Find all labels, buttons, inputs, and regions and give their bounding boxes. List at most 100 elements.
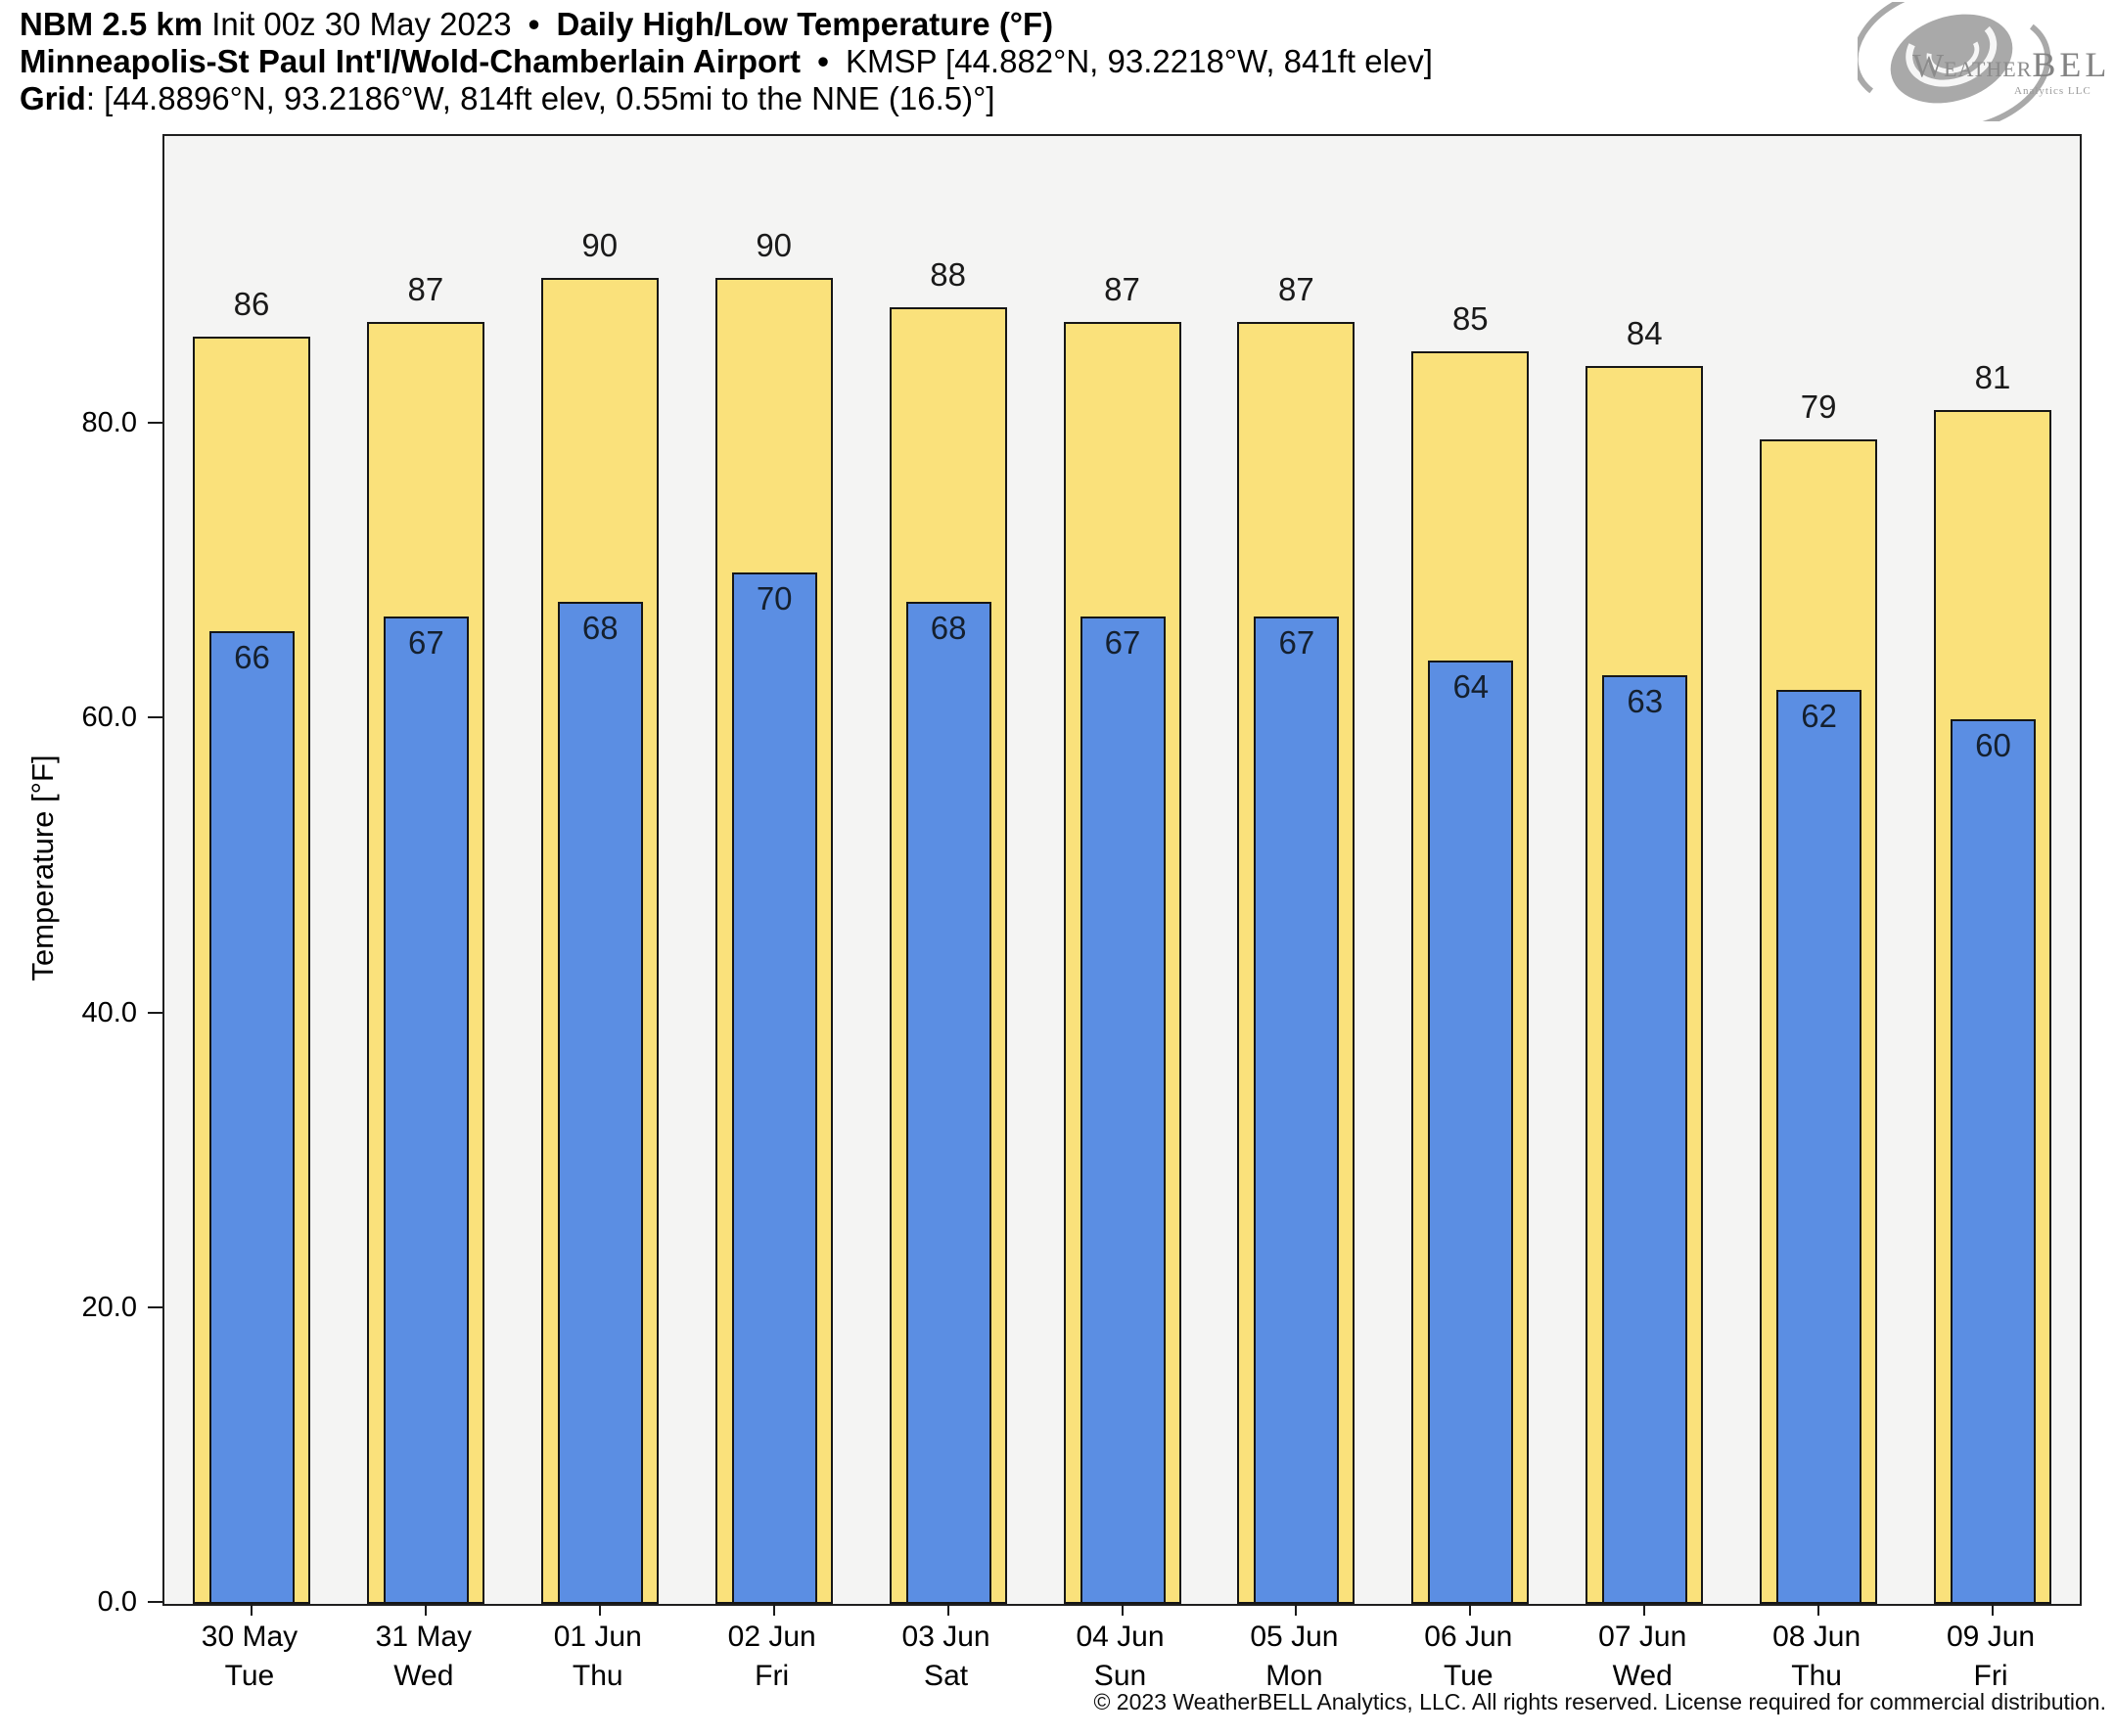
x-label-date: 31 May	[375, 1621, 473, 1653]
x-axis-label: 01 Jun Thu	[554, 1618, 642, 1696]
low-value-label: 66	[234, 639, 270, 676]
x-label-weekday: Thu	[572, 1660, 623, 1692]
x-tick	[1121, 1604, 1124, 1616]
x-label-weekday: Wed	[1612, 1660, 1673, 1692]
x-tick	[772, 1604, 775, 1616]
weatherbell-logo: WEATHERBELL Analytics LLC	[1858, 2, 2110, 121]
x-label-date: 09 Jun	[1946, 1621, 2036, 1653]
x-label-date: 08 Jun	[1772, 1621, 1861, 1653]
low-value-label: 64	[1452, 668, 1490, 706]
x-label-weekday: Fri	[755, 1660, 790, 1692]
low-bar: 62	[1776, 690, 1862, 1604]
high-value-label: 85	[1451, 299, 1489, 337]
low-value-label: 63	[1627, 683, 1664, 720]
low-bar: 66	[208, 631, 295, 1604]
x-axis-label: 02 Jun Fri	[728, 1618, 816, 1696]
high-value-label: 84	[1626, 314, 1663, 351]
title-line-3: Grid: [44.8896°N, 93.2186°W, 814ft elev,…	[20, 80, 1433, 117]
low-value-label: 67	[1278, 623, 1315, 661]
logo-subtext: Analytics LLC	[2014, 85, 2091, 97]
title-line-1: NBM 2.5 km Init 00z 30 May 2023 • Daily …	[20, 6, 1433, 43]
low-value-label: 70	[756, 579, 793, 617]
footer-copyright: © 2023 WeatherBELL Analytics, LLC. All r…	[1093, 1689, 2106, 1714]
x-label-date: 01 Jun	[553, 1621, 642, 1653]
x-axis-label: 05 Jun Mon	[1250, 1618, 1338, 1696]
x-tick	[1643, 1604, 1646, 1616]
bullet-separator-2: •	[817, 43, 829, 79]
x-label-weekday: Sun	[1093, 1660, 1147, 1692]
station-name: Minneapolis-St Paul Int'l/Wold-Chamberla…	[20, 43, 802, 79]
x-tick	[1992, 1604, 1995, 1616]
x-label-weekday: Tue	[224, 1660, 275, 1692]
low-bar: 67	[1080, 616, 1166, 1604]
x-label-date: 04 Jun	[1076, 1621, 1165, 1653]
x-label-weekday: Sat	[924, 1660, 969, 1692]
x-label-date: 03 Jun	[901, 1621, 990, 1653]
low-value-label: 67	[408, 623, 444, 661]
high-value-label: 90	[756, 226, 793, 263]
x-axis-label: 06 Jun Tue	[1424, 1618, 1512, 1696]
header: NBM 2.5 km Init 00z 30 May 2023 • Daily …	[20, 6, 1433, 117]
low-value-label: 60	[1975, 727, 2011, 764]
x-axis-label: 03 Jun Sat	[902, 1618, 990, 1696]
y-axis-title: Temperature [°F]	[25, 754, 60, 982]
product-name: Daily High/Low Temperature (°F)	[556, 6, 1054, 42]
low-bar: 67	[1254, 616, 1340, 1604]
high-value-label: 81	[1974, 359, 2011, 396]
model-name: NBM 2.5 km	[20, 6, 204, 42]
x-label-date: 05 Jun	[1250, 1621, 1339, 1653]
x-label-weekday: Tue	[1444, 1660, 1494, 1692]
y-tick-label: 80.0	[81, 407, 137, 439]
x-label-weekday: Mon	[1265, 1660, 1323, 1692]
y-tick	[148, 422, 162, 425]
logo-text: WEATHERBELL	[1912, 45, 2110, 84]
x-tick	[1469, 1604, 1472, 1616]
x-tick	[946, 1604, 949, 1616]
x-axis-label: 04 Jun Sun	[1076, 1618, 1164, 1696]
y-tick	[148, 716, 162, 719]
low-bar: 63	[1602, 675, 1688, 1604]
x-label-weekday: Wed	[393, 1660, 454, 1692]
high-value-label: 87	[407, 270, 444, 307]
low-value-label: 68	[581, 609, 619, 646]
y-tick	[148, 1305, 162, 1308]
x-axis-label: 30 May Tue	[202, 1618, 298, 1696]
x-tick	[1817, 1604, 1820, 1616]
x-label-date: 02 Jun	[727, 1621, 816, 1653]
x-label-date: 06 Jun	[1424, 1621, 1513, 1653]
y-tick-label: 60.0	[81, 702, 137, 734]
low-value-label: 67	[1104, 623, 1141, 661]
title-line-2: Minneapolis-St Paul Int'l/Wold-Chamberla…	[20, 43, 1433, 80]
low-value-label: 68	[930, 609, 967, 646]
high-value-label: 87	[1104, 270, 1140, 307]
low-bar: 70	[731, 571, 817, 1604]
bullet-separator: •	[528, 6, 540, 42]
x-label-weekday: Thu	[1791, 1660, 1842, 1692]
low-bar: 64	[1428, 661, 1514, 1604]
x-axis-label: 09 Jun Fri	[1947, 1618, 2035, 1696]
x-label-date: 30 May	[201, 1621, 299, 1653]
x-tick	[598, 1604, 601, 1616]
y-tick-label: 40.0	[81, 996, 137, 1028]
x-axis-label: 31 May Wed	[376, 1618, 472, 1696]
init-time: Init 00z 30 May 2023	[211, 6, 512, 42]
x-tick	[1295, 1604, 1298, 1616]
high-value-label: 88	[930, 255, 966, 293]
x-axis-label: 07 Jun Wed	[1598, 1618, 1686, 1696]
x-axis-label: 08 Jun Thu	[1772, 1618, 1861, 1696]
x-axis-labels: 30 May Tue 31 May Wed 01 Jun Thu 02 Jun Fri 03 J…	[162, 1618, 2078, 1706]
grid-value: : [44.8896°N, 93.2186°W, 814ft elev, 0.5…	[85, 80, 995, 116]
station-meta: KMSP [44.882°N, 93.2218°W, 841ft elev]	[845, 43, 1433, 79]
low-bar: 68	[905, 601, 991, 1604]
y-tick	[148, 1601, 162, 1603]
low-bar: 68	[557, 601, 643, 1604]
y-tick-label: 20.0	[81, 1291, 137, 1323]
low-bar: 60	[1951, 719, 2037, 1604]
low-bar: 67	[383, 616, 469, 1604]
y-tick	[148, 1011, 162, 1014]
hurricane-swirl-icon	[1858, 2, 2051, 121]
high-value-label: 79	[1800, 388, 1837, 426]
high-value-label: 86	[233, 285, 270, 322]
low-value-label: 62	[1801, 698, 1837, 735]
